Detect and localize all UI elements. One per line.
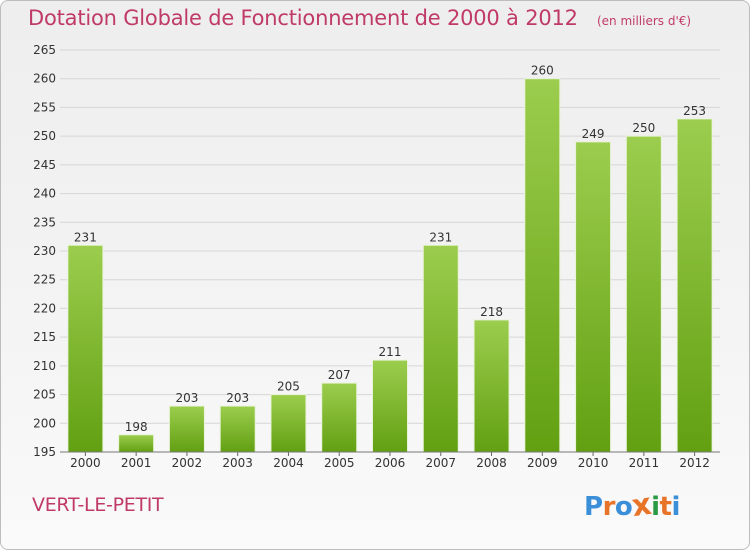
y-tick-label: 250: [33, 129, 56, 143]
proxiti-logo: Proxiti: [584, 486, 680, 525]
x-tick-label: 2008: [476, 456, 507, 470]
chart-title: Dotation Globale de Fonctionnement de 20…: [28, 6, 578, 30]
logo-letter: i: [651, 492, 660, 522]
bar-value-label: 231: [74, 230, 97, 244]
x-tick-label: 2000: [70, 456, 101, 470]
y-tick-label: 220: [33, 301, 56, 315]
logo-letter: x: [629, 486, 654, 525]
bar-value-label: 260: [531, 64, 554, 78]
bar: [422, 244, 459, 453]
bar-value-label: 205: [277, 380, 300, 394]
bar: [473, 319, 510, 453]
x-tick-label: 2004: [273, 456, 304, 470]
bar-value-label: 231: [429, 230, 452, 244]
bar-value-label: 250: [632, 121, 655, 135]
y-tick-label: 260: [33, 72, 56, 86]
y-tick-label: 230: [33, 244, 56, 258]
bar: [575, 141, 612, 453]
x-tick-label: 2011: [629, 456, 660, 470]
x-tick-label: 2009: [527, 456, 558, 470]
x-axis-ticks: 2000 2001 2002 2003 2004 2005 2006 2007 2008 2009…: [70, 452, 710, 470]
bar: [625, 135, 662, 453]
y-tick-label: 265: [33, 43, 56, 57]
bar-value-label: 211: [379, 345, 402, 359]
bar: [321, 382, 358, 453]
y-tick-label: 245: [33, 158, 56, 172]
x-tick-label: 2005: [324, 456, 355, 470]
bars: [67, 78, 713, 453]
bar: [372, 359, 408, 453]
chart-subtitle: (en milliers d'€): [596, 14, 692, 28]
y-tick-label: 195: [33, 445, 56, 459]
x-tick-label: 2012: [679, 456, 710, 470]
bar-value-label: 203: [175, 391, 198, 405]
bar: [524, 78, 561, 453]
y-tick-label: 235: [33, 215, 56, 229]
y-tick-label: 225: [33, 273, 56, 287]
y-tick-label: 215: [33, 330, 56, 344]
x-tick-label: 2007: [425, 456, 456, 470]
y-tick-label: 200: [33, 416, 56, 430]
x-tick-label: 2002: [172, 456, 203, 470]
x-tick-label: 2010: [578, 456, 609, 470]
logo-letter: i: [671, 492, 680, 522]
bar: [67, 244, 104, 453]
bar: [676, 118, 713, 453]
bar-value-label: 249: [582, 127, 605, 141]
bar-value-label: 253: [683, 104, 706, 118]
logo-letter: o: [614, 492, 633, 522]
bar: [270, 394, 307, 453]
x-tick-label: 2006: [375, 456, 406, 470]
y-axis-ticks: 195 200 205 210 215 220 225 230 235 240 245 250 255 2…: [33, 43, 56, 459]
bar: [118, 434, 155, 453]
logo-letter: r: [602, 492, 616, 522]
title-block: Dotation Globale de Fonctionnement de 20…: [28, 6, 691, 30]
y-tick-label: 210: [33, 359, 56, 373]
y-tick-label: 255: [33, 100, 56, 114]
bar-value-label: 218: [480, 305, 503, 319]
logo-letter: t: [659, 492, 672, 522]
bar-value-label: 198: [125, 420, 148, 434]
y-tick-label: 240: [33, 187, 56, 201]
logo-letter: P: [584, 492, 603, 522]
x-tick-label: 2001: [121, 456, 152, 470]
bar: [219, 405, 256, 453]
bar-value-label: 203: [226, 391, 249, 405]
y-tick-label: 205: [33, 388, 56, 402]
x-tick-label: 2003: [222, 456, 253, 470]
bar: [168, 405, 205, 453]
commune-name: VERT-LE-PETIT: [32, 494, 164, 516]
bar-value-label: 207: [328, 368, 351, 382]
value-labels: 231 198 203 203 205 207 211 231 218 260 249 250 253: [74, 64, 706, 434]
